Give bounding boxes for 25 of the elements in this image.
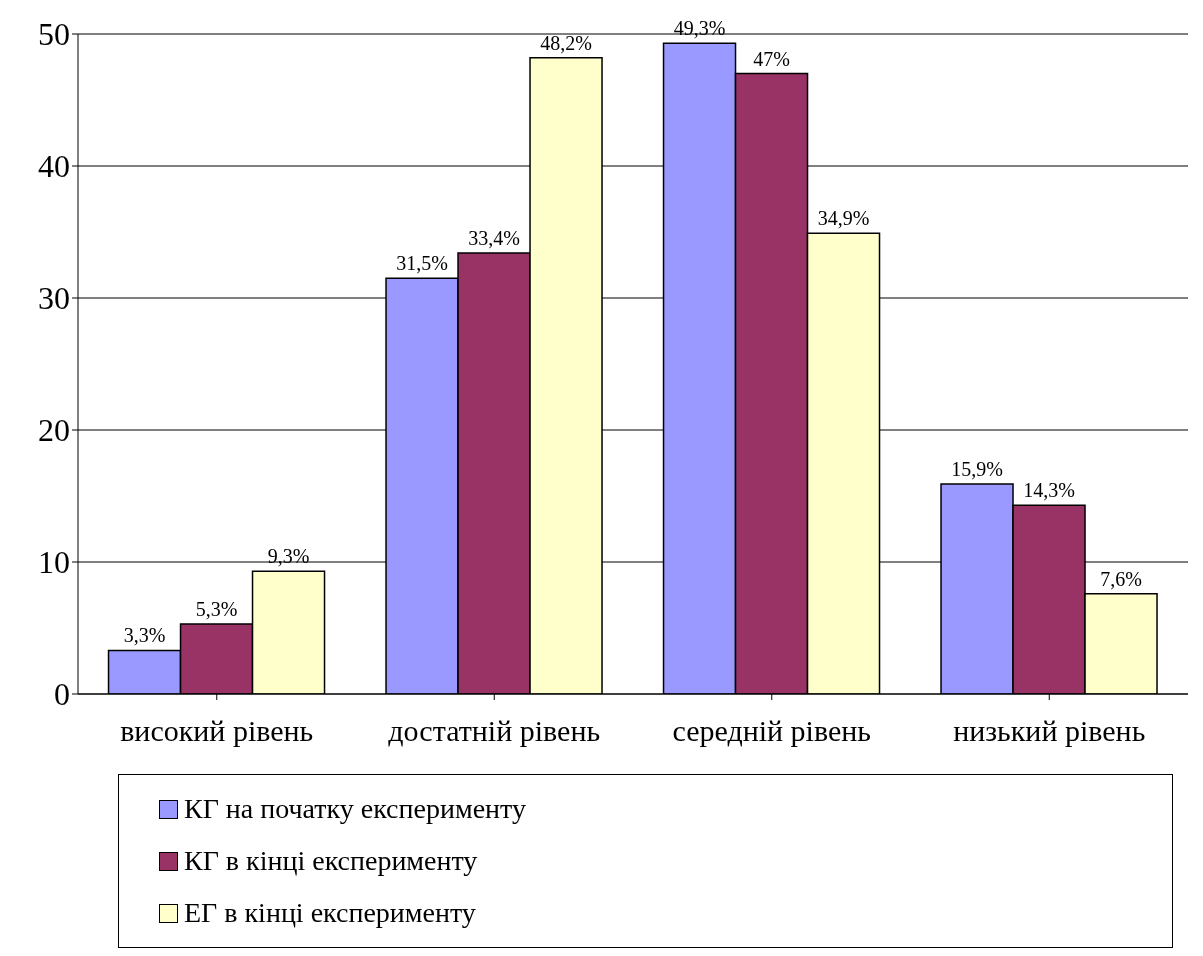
- x-tick-label: достатній рівень: [388, 714, 601, 748]
- y-tick-label: 10: [38, 544, 70, 581]
- data-label: 31,5%: [396, 252, 448, 275]
- data-label: 34,9%: [817, 207, 870, 230]
- data-label: 14,3%: [1023, 479, 1075, 502]
- data-label: 33,4%: [468, 227, 520, 250]
- y-tick-label: 40: [38, 148, 70, 185]
- x-tick-label: низький рівень: [953, 714, 1146, 748]
- data-label: 7,6%: [1100, 567, 1142, 590]
- data-label: 5,3%: [195, 598, 238, 621]
- legend-label: КГ в кінці експерименту: [184, 845, 478, 877]
- data-label: 3,3%: [123, 624, 166, 647]
- x-tick-label: середній рівень: [672, 714, 872, 748]
- data-label: 47%: [753, 47, 790, 70]
- data-label: 15,9%: [951, 458, 1003, 481]
- y-tick-label: 20: [38, 412, 70, 449]
- y-tick-label: 0: [54, 676, 70, 713]
- y-tick-label: 30: [38, 280, 70, 317]
- legend-label: КГ на початку експерименту: [184, 793, 526, 825]
- data-label: 49,3%: [673, 17, 726, 40]
- data-label: 9,3%: [267, 545, 310, 568]
- legend-label: ЕГ в кінці експерименту: [184, 897, 476, 929]
- x-tick-label: високий рівень: [120, 714, 314, 748]
- data-label: 48,2%: [540, 31, 592, 54]
- y-tick-label: 50: [38, 16, 70, 53]
